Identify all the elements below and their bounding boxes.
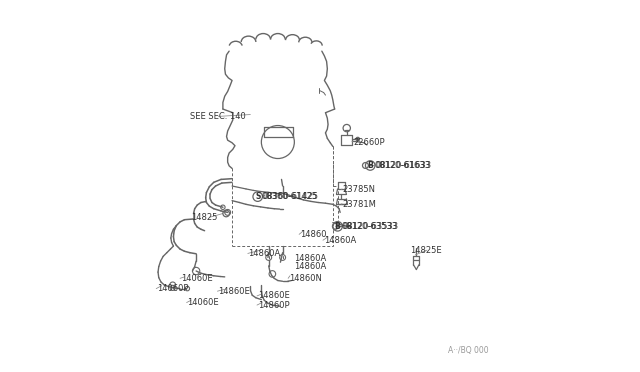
Text: SEE SEC. 140: SEE SEC. 140 bbox=[190, 112, 246, 121]
Text: B: B bbox=[335, 222, 340, 231]
Text: 22660P: 22660P bbox=[353, 138, 385, 147]
Text: 14860N: 14860N bbox=[289, 274, 322, 283]
Text: 14860A: 14860A bbox=[294, 254, 326, 263]
Text: 14060P: 14060P bbox=[157, 284, 188, 293]
Text: 14060E: 14060E bbox=[180, 274, 212, 283]
Text: 14860P: 14860P bbox=[258, 301, 289, 310]
Text: 08120-63533: 08120-63533 bbox=[342, 222, 398, 231]
Text: 14860E: 14860E bbox=[218, 287, 250, 296]
Text: 14860: 14860 bbox=[300, 230, 326, 239]
Text: 08120-61633: 08120-61633 bbox=[375, 161, 431, 170]
Text: 08360-61425: 08360-61425 bbox=[261, 192, 317, 202]
Text: 08360-61425: 08360-61425 bbox=[263, 192, 319, 201]
Text: 23785N: 23785N bbox=[342, 185, 375, 194]
Text: 08120-61633: 08120-61633 bbox=[375, 161, 431, 170]
Circle shape bbox=[356, 137, 360, 141]
Text: B: B bbox=[367, 161, 373, 170]
Text: 08120-63533: 08120-63533 bbox=[342, 222, 399, 231]
Text: 14860E: 14860E bbox=[258, 291, 289, 301]
Text: 14860A: 14860A bbox=[294, 262, 326, 271]
Text: 14825E: 14825E bbox=[410, 246, 442, 254]
Text: 14825: 14825 bbox=[191, 213, 218, 222]
Text: A··/BQ 000: A··/BQ 000 bbox=[448, 346, 488, 355]
Text: S: S bbox=[255, 192, 260, 201]
Text: 23781M: 23781M bbox=[342, 200, 376, 209]
Text: 14060E: 14060E bbox=[188, 298, 219, 307]
Text: 14860A: 14860A bbox=[248, 249, 281, 258]
Text: 14860A: 14860A bbox=[324, 236, 356, 245]
